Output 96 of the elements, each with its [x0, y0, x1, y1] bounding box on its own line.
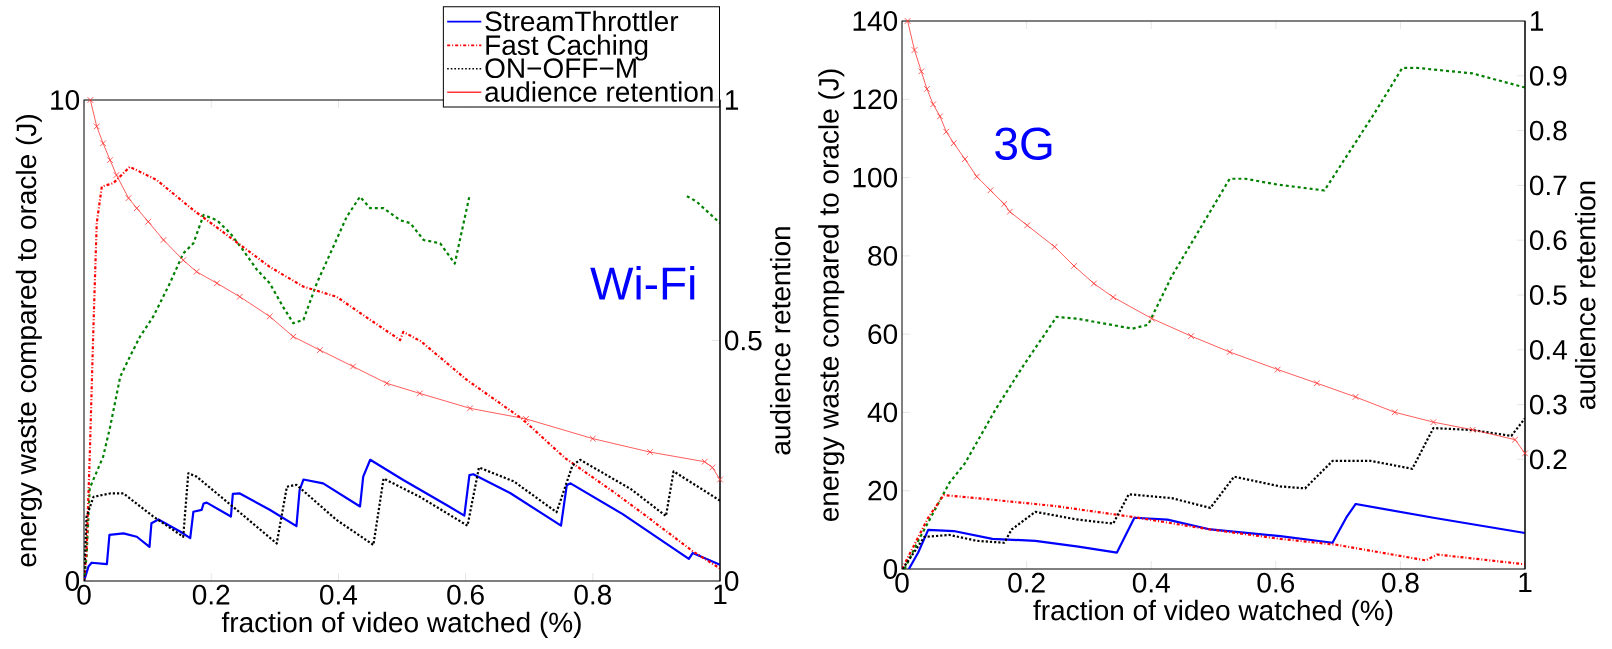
point	[904, 17, 911, 25]
x-tick-label: 0.4	[320, 584, 358, 605]
point	[106, 156, 114, 164]
y2-axis-title: audience retention	[1574, 181, 1596, 410]
point	[99, 140, 107, 147]
point	[973, 173, 980, 180]
point	[125, 194, 132, 202]
y-axis-title: energy waste compared to oracle (J)	[15, 115, 42, 567]
y2-tick-label: 0.3	[1529, 394, 1567, 415]
x-tick-label: 1	[1519, 572, 1532, 593]
y2-tick-label: 0.2	[1529, 449, 1567, 470]
point	[193, 268, 200, 275]
y2-tick-label: 1	[1530, 11, 1544, 31]
x-axis-title: fraction of video watched (%)	[1033, 599, 1393, 626]
point	[1024, 222, 1031, 229]
y-tick-label: 60	[868, 324, 898, 345]
point	[1274, 366, 1281, 373]
point	[929, 101, 937, 108]
point	[1430, 418, 1437, 426]
y2-tick-label: 0.9	[1529, 65, 1567, 86]
point	[911, 46, 918, 54]
point	[589, 435, 597, 442]
y2-tick-label: 0.8	[1529, 120, 1567, 141]
y-tick-label: 120	[853, 89, 898, 110]
point	[236, 293, 244, 300]
x-axis-title: fraction of video watched (%)	[221, 611, 581, 638]
point	[1521, 450, 1529, 457]
x-tick-label: 0.8	[574, 584, 612, 605]
point	[961, 155, 969, 163]
point	[266, 313, 273, 320]
annotation: 3G	[995, 127, 1052, 161]
point	[1051, 243, 1058, 250]
point	[466, 405, 474, 412]
legend-label: StreamThrottler	[485, 10, 679, 32]
y2-tick-label: 0.5	[724, 330, 762, 351]
legend-label: audience retention	[485, 81, 713, 102]
point	[1511, 436, 1519, 443]
point	[1070, 262, 1078, 270]
y2-tick-label: 0.4	[1529, 339, 1567, 360]
point	[1226, 348, 1233, 356]
point	[1109, 293, 1117, 301]
point	[1006, 208, 1014, 215]
line-series	[903, 66, 1526, 569]
point	[349, 363, 357, 370]
x-tick-label: 1	[714, 584, 727, 605]
point	[145, 218, 152, 225]
point	[936, 113, 944, 120]
y2-tick-label: 0.6	[1529, 230, 1567, 251]
x-tick-label: 0.4	[1132, 572, 1170, 593]
point	[701, 458, 708, 465]
x-tick-label: 0.6	[1257, 572, 1295, 593]
point	[160, 236, 167, 244]
point	[1352, 393, 1359, 401]
point	[179, 256, 187, 264]
point	[950, 139, 957, 147]
point	[87, 96, 94, 104]
point	[316, 346, 324, 354]
point	[290, 333, 297, 340]
point	[113, 171, 120, 179]
point	[1187, 332, 1195, 340]
point	[923, 85, 931, 93]
point	[943, 128, 950, 135]
y-tick-label: 40	[867, 402, 898, 423]
annotation: Wi-Fi	[590, 266, 695, 300]
point	[1391, 409, 1399, 416]
y-axis-title: energy waste compared to oracle (J)	[818, 69, 845, 522]
y2-tick-label: 0.5	[1529, 285, 1567, 305]
y2-tick-label: 0.7	[1529, 175, 1567, 196]
point	[646, 448, 654, 456]
y-tick-label: 20	[868, 480, 898, 501]
point	[383, 380, 390, 387]
point	[1469, 426, 1476, 434]
y-tick-label: 100	[853, 167, 898, 188]
x-tick-label: 0.6	[447, 584, 484, 605]
point	[1148, 315, 1156, 322]
point	[918, 68, 925, 75]
x-tick-label: 0.2	[1008, 572, 1045, 593]
y-tick-label: 80	[868, 245, 898, 266]
point	[1000, 200, 1008, 208]
point	[716, 476, 724, 483]
point	[1090, 280, 1098, 287]
point	[213, 280, 221, 287]
point	[93, 123, 100, 130]
point	[709, 464, 716, 471]
x-tick-label: 0.8	[1382, 572, 1419, 593]
point	[1313, 380, 1321, 387]
point	[416, 390, 424, 397]
point	[133, 204, 141, 212]
y-tick-label: 0	[883, 559, 898, 579]
x-tick-label: 0.2	[192, 584, 230, 605]
y-tick-label: 10	[51, 90, 80, 110]
point	[987, 187, 994, 194]
y2-axis-title: audience retention	[769, 227, 791, 455]
point	[522, 415, 530, 423]
y2-tick-label: 1	[725, 90, 739, 110]
y-tick-label: 140	[853, 11, 898, 31]
